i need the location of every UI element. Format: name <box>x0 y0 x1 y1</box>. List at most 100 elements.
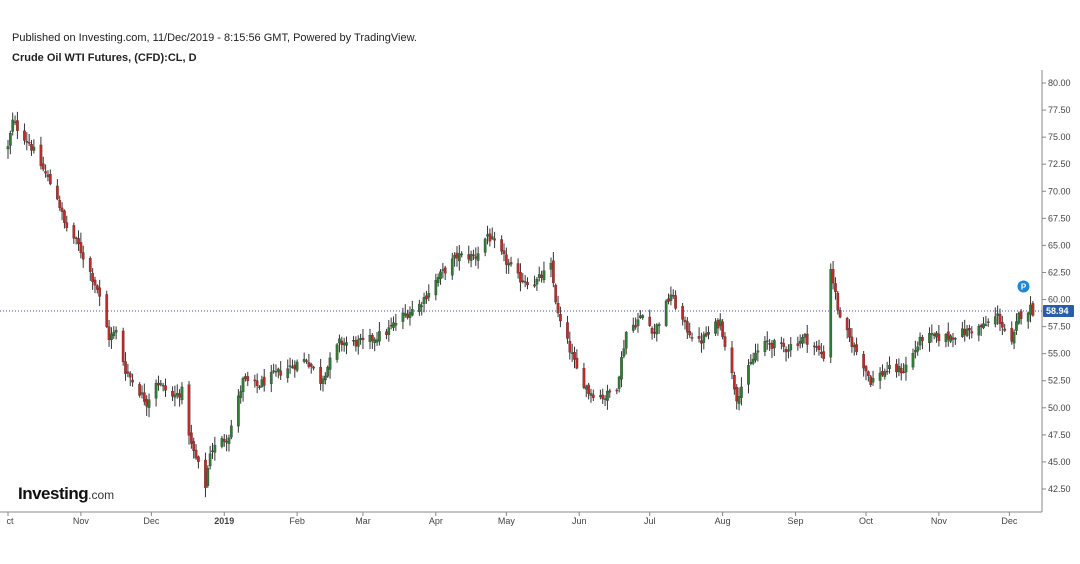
candle-down <box>1019 311 1023 319</box>
candle-up <box>751 358 755 364</box>
candle-down <box>850 336 854 347</box>
price-tick-label: 45.00 <box>1048 457 1071 467</box>
candle-down <box>443 267 447 274</box>
candle-down <box>780 342 783 344</box>
candle-up <box>982 323 985 329</box>
candle-down <box>516 263 520 274</box>
event-marker[interactable]: P <box>1017 280 1030 293</box>
candle-up <box>450 258 454 276</box>
candle-down <box>63 210 66 223</box>
month-label: Dec <box>1001 516 1018 526</box>
candle-up <box>1029 304 1032 315</box>
candle-up <box>147 399 151 408</box>
candle-down <box>533 284 536 287</box>
candle-down <box>937 333 941 342</box>
month-label: Oct <box>859 516 874 526</box>
candle-down <box>39 144 43 166</box>
candle-down <box>312 366 315 369</box>
candle-down <box>838 310 842 318</box>
candle-up <box>483 238 487 253</box>
month-label: 2019 <box>214 516 234 526</box>
candle-down <box>98 287 102 297</box>
candle-down <box>279 370 283 376</box>
candle-down <box>700 340 703 344</box>
chart-title: Crude Oil WTI Futures, (CFD):CL, D <box>12 52 197 64</box>
candle-up <box>237 395 240 427</box>
candle-down <box>58 200 62 208</box>
current-price-badge: 58.94 <box>1043 305 1074 318</box>
candle-up <box>375 339 379 343</box>
candle-up <box>535 278 539 285</box>
candle-up <box>669 294 673 301</box>
candle-down <box>519 272 522 283</box>
candle-down <box>885 370 889 373</box>
candle-down <box>65 222 69 229</box>
candle-up <box>110 333 113 341</box>
candle-up <box>352 340 355 342</box>
candle-up <box>140 392 144 395</box>
candle-down <box>817 345 821 350</box>
candle-down <box>815 346 818 348</box>
candle-down <box>389 325 393 327</box>
candle-up <box>549 263 553 270</box>
published-note: Published on Investing.com, 11/Dec/2019 … <box>12 32 417 44</box>
candle-down <box>735 387 739 402</box>
candle-up <box>154 382 158 399</box>
candle-up <box>323 375 327 381</box>
event-marker-label: P <box>1021 283 1027 292</box>
candle-down <box>142 392 146 402</box>
candle-up <box>342 342 346 346</box>
candle-up <box>272 370 275 372</box>
candle-down <box>881 371 884 376</box>
candle-up <box>486 234 489 237</box>
candle-down <box>472 254 475 256</box>
candle-up <box>276 368 280 372</box>
candle-down <box>145 399 149 407</box>
candle-down <box>171 391 174 397</box>
candle-up <box>603 398 607 400</box>
candle-up <box>953 338 957 340</box>
price-tick-label: 75.00 <box>1048 132 1071 142</box>
candle-up <box>326 367 330 377</box>
candle-down <box>862 354 865 369</box>
candle-down <box>615 389 619 392</box>
candle-down <box>831 269 835 284</box>
candle-up <box>295 361 299 371</box>
candle-up <box>159 383 163 385</box>
candle-up <box>965 328 969 336</box>
candle-up <box>707 332 710 335</box>
candle-up <box>852 345 856 348</box>
candle-down <box>556 303 560 314</box>
candle-up <box>211 450 214 453</box>
candle-down <box>681 306 684 320</box>
candle-up <box>664 300 668 326</box>
candle-down <box>307 362 311 367</box>
month-label: ct <box>6 516 14 526</box>
candle-down <box>685 321 689 333</box>
candle-down <box>74 237 78 239</box>
candle-down <box>488 233 492 242</box>
candle-up <box>914 350 917 353</box>
price-tick-label: 65.00 <box>1048 240 1071 250</box>
candle-up <box>408 312 412 318</box>
candle-up <box>617 376 621 389</box>
price-tick-label: 47.50 <box>1048 430 1071 440</box>
candle-up <box>756 350 760 353</box>
candle-up <box>403 313 407 316</box>
candle-down <box>187 384 191 436</box>
candle-up <box>401 312 405 322</box>
candle-up <box>321 378 325 384</box>
candle-up <box>787 349 790 352</box>
candle-up <box>239 391 243 398</box>
candle-up <box>897 366 901 373</box>
candle-down <box>834 283 837 293</box>
candle-up <box>418 303 421 312</box>
price-tick-label: 67.50 <box>1048 213 1071 223</box>
candle-up <box>469 254 473 261</box>
candle-down <box>121 330 125 362</box>
candle-up <box>737 396 741 404</box>
candle-up <box>718 319 722 326</box>
candle-up <box>422 297 426 304</box>
candle-up <box>490 236 494 239</box>
candle-up <box>542 270 546 281</box>
